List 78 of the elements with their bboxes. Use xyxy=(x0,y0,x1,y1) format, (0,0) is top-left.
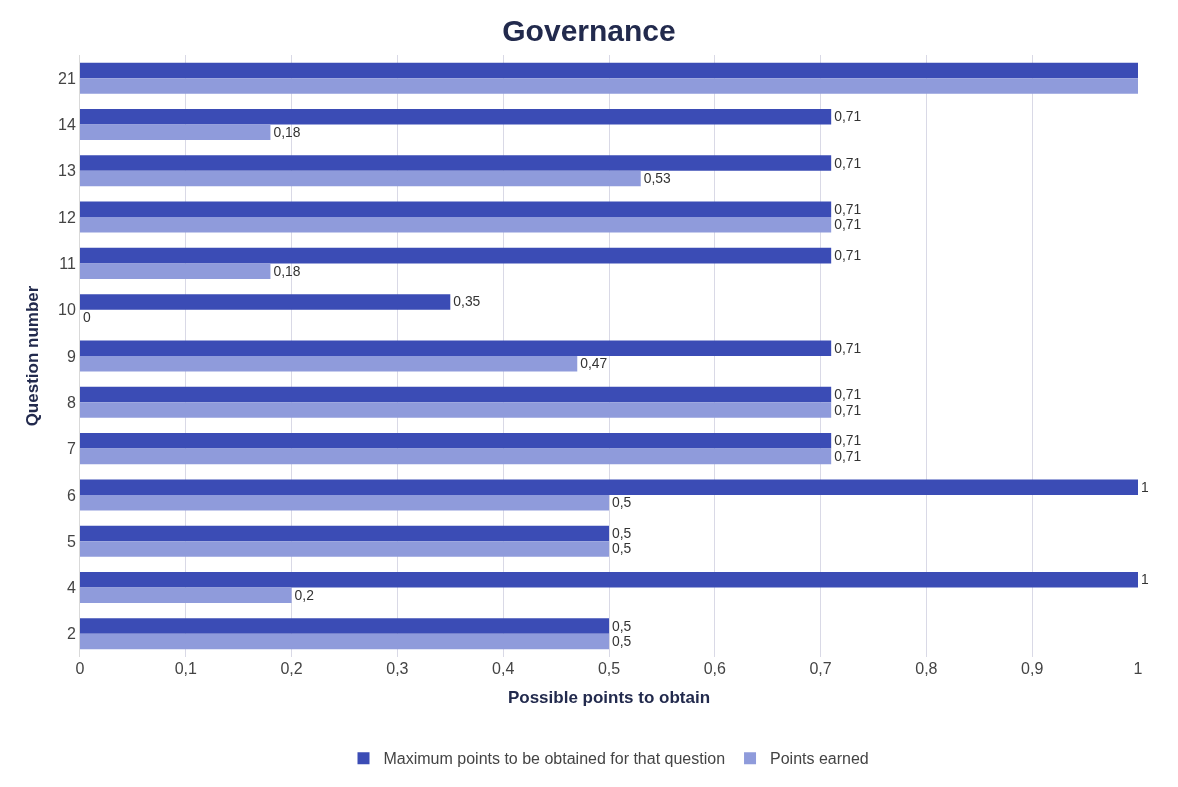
bar xyxy=(80,386,832,403)
bar xyxy=(80,124,271,140)
data-label: 0,71 xyxy=(834,247,862,264)
y-axis-title: Question number xyxy=(22,285,42,427)
x-tick-label: 0,5 xyxy=(597,660,621,677)
bar xyxy=(80,340,832,356)
bar xyxy=(80,479,1138,495)
bar xyxy=(80,201,832,218)
y-tick-label: 12 xyxy=(58,208,76,226)
data-label: 0,71 xyxy=(834,200,862,217)
data-label: 0,71 xyxy=(834,216,862,233)
y-tick-label: 5 xyxy=(66,532,76,550)
data-label: 0,5 xyxy=(612,540,632,557)
x-tick-label: 0,3 xyxy=(386,660,409,677)
data-label: 0,35 xyxy=(453,293,481,310)
legend-label: Maximum points to be obtained for that question xyxy=(383,750,726,768)
bar xyxy=(80,294,451,310)
bar xyxy=(80,633,609,650)
chart-title: Governance xyxy=(502,13,676,47)
bar xyxy=(80,155,832,171)
x-tick-label: 0 xyxy=(75,660,85,677)
bar xyxy=(80,62,1138,79)
data-label: 0,71 xyxy=(834,108,862,125)
y-tick-label: 9 xyxy=(66,347,76,365)
y-tick-label: 6 xyxy=(66,486,76,504)
data-label: 0,71 xyxy=(834,447,862,464)
y-tick-label: 10 xyxy=(58,301,76,319)
x-tick-label: 0,1 xyxy=(174,660,198,677)
x-tick-label: 0,2 xyxy=(280,660,303,677)
data-label: 0,18 xyxy=(273,262,301,279)
x-tick-label: 1 xyxy=(1133,660,1143,677)
y-tick-label: 7 xyxy=(66,440,76,458)
x-tick-label: 0,4 xyxy=(492,660,515,677)
x-tick-label: 0,8 xyxy=(915,660,938,677)
data-label: 1 xyxy=(1141,478,1150,495)
y-tick-label: 11 xyxy=(59,254,76,272)
bar xyxy=(80,170,641,187)
x-tick-label: 0,6 xyxy=(703,660,727,677)
data-label: 0,2 xyxy=(294,586,315,603)
bar xyxy=(80,108,832,125)
x-tick-label: 0,7 xyxy=(809,660,832,677)
y-tick-label: 14 xyxy=(58,116,76,134)
bar xyxy=(80,541,609,557)
bar xyxy=(80,217,832,233)
data-label: 0,71 xyxy=(834,154,862,171)
x-tick-label: 0,9 xyxy=(1021,660,1044,677)
bar xyxy=(80,525,609,542)
data-label: 0 xyxy=(83,308,92,325)
data-label: 0,71 xyxy=(834,339,862,356)
data-label: 0,53 xyxy=(643,170,672,187)
data-label: 0,5 xyxy=(612,617,632,634)
bar xyxy=(80,572,1138,588)
y-tick-label: 2 xyxy=(66,625,76,643)
data-label: 0,71 xyxy=(834,386,862,403)
bar xyxy=(80,618,609,634)
data-label: 0,5 xyxy=(612,524,632,541)
data-label: 0,71 xyxy=(834,401,862,418)
bar xyxy=(80,448,832,465)
bar xyxy=(80,494,609,511)
bar xyxy=(80,247,832,264)
y-tick-label: 8 xyxy=(66,393,76,411)
data-label: 0,18 xyxy=(273,123,301,140)
data-label: 1 xyxy=(1141,571,1150,588)
legend-label: Points earned xyxy=(770,750,869,768)
bar xyxy=(80,78,1138,94)
bar xyxy=(80,433,832,449)
y-tick-label: 4 xyxy=(66,579,76,597)
data-label: 0,71 xyxy=(834,432,862,449)
bar xyxy=(80,263,271,279)
bar xyxy=(80,587,292,604)
y-tick-label: 13 xyxy=(58,162,76,180)
data-label: 0,5 xyxy=(612,633,632,650)
data-label: 0,47 xyxy=(580,355,608,372)
bar xyxy=(80,402,832,418)
x-axis-title: Possible points to obtain xyxy=(507,688,711,708)
bar xyxy=(80,356,578,372)
data-label: 0,5 xyxy=(612,494,632,511)
y-tick-label: 21 xyxy=(58,69,76,87)
